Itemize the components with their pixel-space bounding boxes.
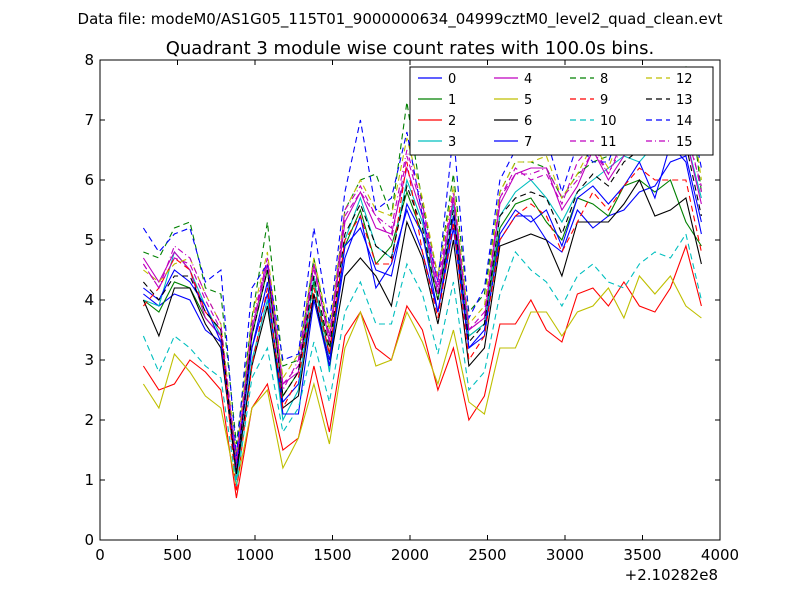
chart-supertitle: Data file: modeM0/AS1G05_115T01_90000006… — [78, 10, 723, 29]
legend-label-5: 5 — [524, 93, 532, 108]
legend-label-9: 9 — [600, 93, 608, 108]
y-tick-label: 5 — [84, 231, 94, 249]
x-tick-label: 1500 — [313, 546, 351, 564]
y-tick-label: 0 — [84, 531, 94, 549]
x-tick-label: 4000 — [701, 546, 739, 564]
series-line-14 — [142, 83, 702, 457]
y-tick-label: 2 — [84, 411, 94, 429]
series-line-9 — [142, 161, 702, 493]
y-tick-label: 1 — [84, 471, 94, 489]
y-tick-label: 3 — [84, 351, 94, 369]
y-tick-label: 8 — [84, 51, 94, 69]
plot-lines — [142, 63, 702, 499]
x-tick-label: 1000 — [236, 546, 274, 564]
legend-label-13: 13 — [676, 93, 693, 108]
series-line-13 — [142, 125, 702, 475]
legend-label-2: 2 — [448, 114, 456, 129]
x-tick-label: 500 — [163, 546, 192, 564]
legend-label-8: 8 — [600, 72, 608, 87]
x-tick-label: 0 — [95, 546, 105, 564]
x-axis: 0 500 1000 1500 2000 2500 3000 3500 4000 — [95, 60, 739, 564]
legend-box — [409, 66, 714, 156]
series-line-10 — [142, 232, 702, 487]
x-tick-label: 3000 — [546, 546, 584, 564]
legend-label-12: 12 — [676, 72, 693, 87]
legend-label-3: 3 — [448, 135, 456, 150]
series-line-2 — [142, 244, 702, 499]
chart-title: Quadrant 3 module wise count rates with … — [166, 38, 655, 59]
y-tick-label: 6 — [84, 171, 94, 189]
legend-label-11: 11 — [600, 135, 617, 150]
legend-label-7: 7 — [524, 135, 532, 150]
series-line-15 — [142, 101, 702, 463]
legend-label-6: 6 — [524, 114, 532, 129]
legend-label-15: 15 — [676, 135, 693, 150]
legend-label-14: 14 — [676, 114, 693, 129]
legend-label-10: 10 — [600, 114, 617, 129]
x-tick-label: 2500 — [468, 546, 506, 564]
legend-label-1: 1 — [448, 93, 456, 108]
x-tick-label: 3500 — [623, 546, 661, 564]
legend-label-4: 4 — [524, 72, 532, 87]
x-tick-label: 2000 — [391, 546, 429, 564]
legend-label-0: 0 — [448, 72, 456, 87]
y-tick-label: 4 — [84, 291, 94, 309]
x-offset-label: +2.10282e8 — [625, 566, 718, 584]
y-tick-label: 7 — [84, 111, 94, 129]
